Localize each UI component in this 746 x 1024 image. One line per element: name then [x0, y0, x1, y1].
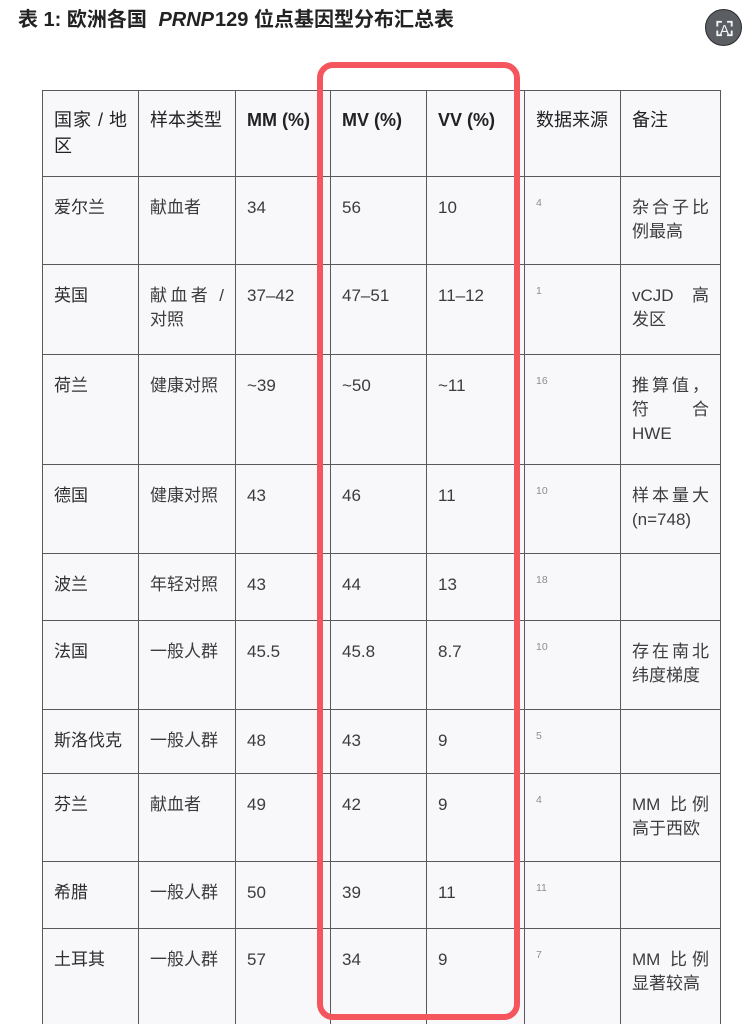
svg-text:A: A	[719, 23, 729, 39]
